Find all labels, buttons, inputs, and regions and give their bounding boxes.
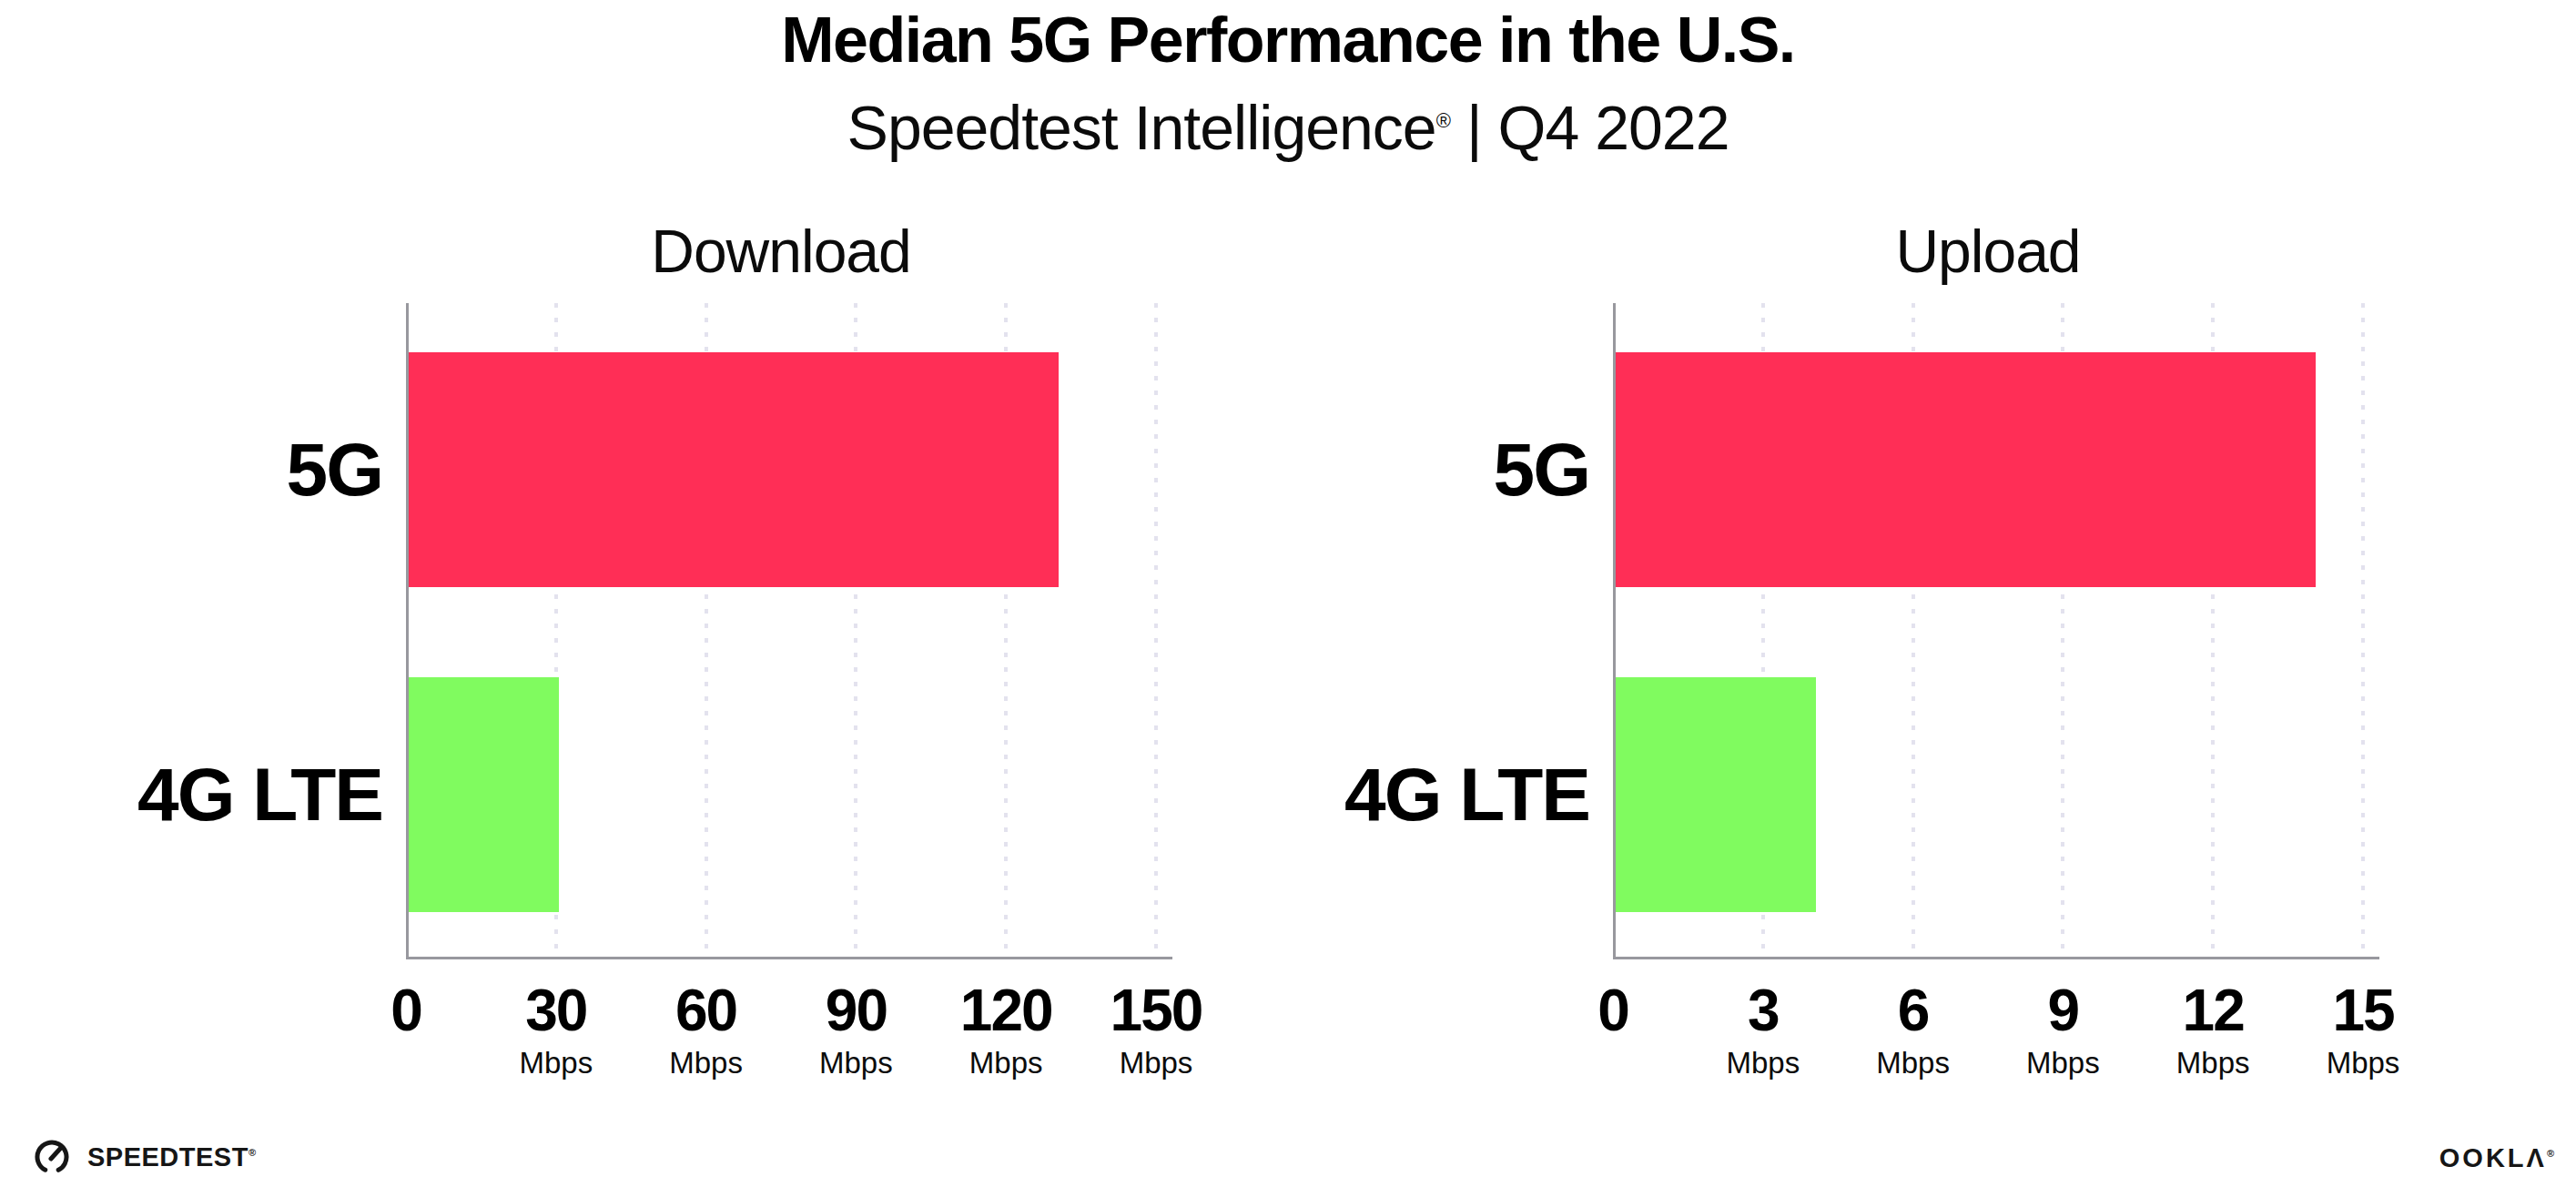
chart-download: Download 5G 4G LTE 0 30 60 90 120 150 Mb…: [406, 0, 1156, 1197]
x-tick-label: 120: [928, 981, 1083, 1040]
x-tick-label: 150: [1079, 981, 1233, 1040]
x-tick-unit: Mbps: [629, 1047, 784, 1080]
subtitle-separator: |: [1466, 89, 1482, 166]
chart-title: Upload: [1613, 215, 2363, 288]
x-tick-unit: Mbps: [2286, 1047, 2440, 1080]
chart-upload: Upload 5G 4G LTE 0 3 6 9 12 15 Mbps Mbps…: [1613, 0, 2363, 1197]
registered-mark: ®: [248, 1147, 257, 1158]
x-tick-unit: Mbps: [1079, 1047, 1233, 1080]
x-tick-unit: Mbps: [2135, 1047, 2290, 1080]
x-tick-label: 60: [629, 981, 784, 1040]
category-label-4g-lte: 4G LTE: [0, 753, 382, 837]
x-tick-label: 0: [1536, 981, 1690, 1040]
x-tick-label: 15: [2286, 981, 2440, 1040]
category-label-4g-lte: 4G LTE: [1207, 753, 1589, 837]
x-tick-label: 90: [778, 981, 933, 1040]
x-tick-unit: Mbps: [479, 1047, 634, 1080]
x-tick-label: 3: [1686, 981, 1841, 1040]
plot-area: [406, 303, 1156, 959]
speedtest-wordmark: SPEEDTEST®: [87, 1142, 257, 1172]
bar-4g-lte: [1616, 677, 1816, 912]
ookla-logo: OOKLΛ®: [2439, 1143, 2554, 1173]
x-tick-label: 12: [2135, 981, 2290, 1040]
speedtest-logo: SPEEDTEST®: [33, 1136, 257, 1178]
gridline: [2361, 303, 2365, 959]
x-tick-unit: Mbps: [778, 1047, 933, 1080]
bar-5g: [409, 352, 1059, 587]
x-tick-label: 6: [1836, 981, 1991, 1040]
infographic-root: Median 5G Performance in the U.S. Speedt…: [0, 0, 2576, 1197]
x-tick-unit: Mbps: [1836, 1047, 1991, 1080]
x-tick-label: 0: [329, 981, 483, 1040]
speedtest-gauge-icon: [33, 1138, 71, 1176]
category-label-5g: 5G: [1207, 428, 1589, 512]
bar-5g: [1616, 352, 2316, 587]
bar-4g-lte: [409, 677, 559, 912]
plot-area: [1613, 303, 2363, 959]
x-tick-unit: Mbps: [1985, 1047, 2140, 1080]
registered-mark: ®: [1436, 109, 1450, 132]
x-tick-unit: Mbps: [1686, 1047, 1841, 1080]
x-tick-label: 30: [479, 981, 634, 1040]
registered-mark: ®: [2547, 1148, 2554, 1159]
chart-title: Download: [406, 215, 1156, 288]
ookla-wordmark: OOKLΛ: [2439, 1143, 2547, 1172]
x-axis-line: [406, 957, 1172, 959]
gridline: [1154, 303, 1158, 959]
x-tick-unit: Mbps: [928, 1047, 1083, 1080]
category-label-5g: 5G: [0, 428, 382, 512]
x-tick-label: 9: [1985, 981, 2140, 1040]
x-axis-line: [1613, 957, 2379, 959]
